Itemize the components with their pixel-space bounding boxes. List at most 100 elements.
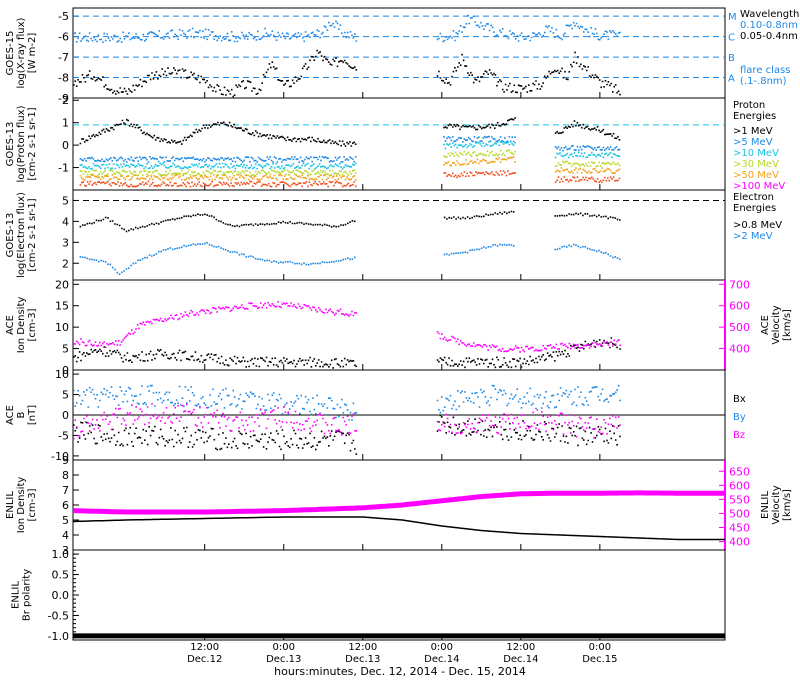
panel-frame <box>72 279 726 371</box>
series-points <box>79 140 621 170</box>
series-ion-density <box>72 516 725 541</box>
y-tick-label: 2 <box>62 257 69 270</box>
y2-axis-label: ENLILVelocity[km/s] <box>760 485 793 524</box>
y-axis-label-line: GOES-13 <box>5 213 16 258</box>
series-points <box>79 135 621 163</box>
y2-tick-label: 600 <box>729 300 750 313</box>
y-axis-label-line: [W m-2] <box>27 33 38 74</box>
y-tick-label: 0 <box>62 139 69 152</box>
series--100-mev <box>79 170 621 188</box>
legend-title: Energies <box>733 111 776 122</box>
y-tick-label: 3 <box>62 544 69 557</box>
y-axis-label-line: [cm-3] <box>27 488 38 521</box>
y-axis-label-line: Ion Density <box>16 477 27 534</box>
y-tick-label: 20 <box>55 278 69 291</box>
y-tick-label: 10 <box>55 368 69 381</box>
y-axis-label: GOES-15log(X-ray flux)[W m-2] <box>5 17 38 88</box>
x-tick-time: 12:00 <box>348 642 377 653</box>
y-axis-label-line: [cm-2 s-1 sr-1] <box>27 198 38 271</box>
y2-tick-label: 600 <box>729 479 750 492</box>
flare-level-label: C <box>728 33 735 44</box>
legend-entry: Bz <box>733 430 745 441</box>
series--1-mev <box>79 117 621 147</box>
legend-title: Proton <box>733 100 765 111</box>
series-points <box>73 403 621 440</box>
legend-entry: >5 MeV <box>733 137 773 148</box>
flare-level-label: A <box>728 74 735 85</box>
x-tick-date: Dec.12 <box>187 654 222 665</box>
series-points <box>79 241 621 275</box>
y-tick-label: -5 <box>58 10 69 23</box>
series--10-mev <box>79 140 621 170</box>
series-points <box>73 414 621 455</box>
y-axis-label-line: Ion Density <box>16 297 27 354</box>
x-tick-date: Dec.15 <box>582 654 617 665</box>
y2-tick-label: 400 <box>729 343 750 356</box>
y2-axis-label-line: ENLIL <box>760 491 771 519</box>
y-axis-label-line: GOES-13 <box>5 122 16 167</box>
y2-axis-label-line: [km/s] <box>782 309 793 341</box>
y-axis-label-line: [cm-2 s-1 sr-1] <box>27 107 38 180</box>
series-points <box>79 117 621 147</box>
y-tick-label: -6 <box>58 31 69 44</box>
y-tick-label: 5 <box>62 194 69 207</box>
y-axis-label-line: ENLIL <box>11 581 22 609</box>
enlil-plasma-panel: 9876543650600550500450400ENLILVelocity[k… <box>5 454 793 557</box>
y-axis-label-line: [nT] <box>27 405 38 425</box>
y2-tick-label: 650 <box>729 465 750 478</box>
y-axis-label: ENLILBr polarity <box>11 569 33 621</box>
y-tick-label: 4 <box>62 529 69 542</box>
y-tick-label: -0.5 <box>48 609 69 622</box>
flare-level-label: M <box>728 12 737 23</box>
series--5-mev <box>79 135 621 163</box>
legend-entry: >100 MeV <box>733 181 785 192</box>
y-tick-label: -8 <box>58 72 69 85</box>
y2-axis-label-line: Velocity <box>771 485 782 524</box>
y-axis-label-line: B <box>16 411 27 418</box>
y-axis-label-line: Br polarity <box>22 569 33 621</box>
y-axis-label-line: log(X-ray flux) <box>16 17 27 88</box>
y2-tick-label: 400 <box>729 536 750 549</box>
legend-note: flare class <box>740 65 790 76</box>
y-tick-label: 5 <box>62 389 69 402</box>
y2-tick-label: 500 <box>729 321 750 334</box>
y-tick-label: 8 <box>62 469 69 482</box>
y-axis-label-line: [cm-3] <box>27 308 38 341</box>
legend-entry: 0.10-0.8nm <box>740 20 798 31</box>
y-tick-label: 0 <box>62 409 69 422</box>
series-points <box>79 170 621 188</box>
panel-frame <box>72 7 726 99</box>
y-tick-label: -10 <box>51 450 69 463</box>
x-tick-time: 0:00 <box>431 642 453 653</box>
x-tick-time: 12:00 <box>190 642 219 653</box>
series-points <box>79 210 621 233</box>
y2-tick-label: 450 <box>729 522 750 535</box>
y-tick-label: 9 <box>62 454 69 467</box>
y2-axis-label-line: ACE <box>760 315 771 335</box>
y-tick-label: 4 <box>62 215 69 228</box>
y2-tick-label: 500 <box>729 507 750 520</box>
series-points <box>73 301 621 353</box>
y-tick-label: 15 <box>55 300 69 313</box>
y-axis-label: ENLILIon Density[cm-3] <box>5 477 38 534</box>
y-tick-label: -1 <box>58 162 69 175</box>
panel-frame <box>72 549 726 641</box>
legend-title: Wavelength <box>740 9 799 20</box>
series-points <box>73 337 621 369</box>
y-tick-label: -9 <box>58 92 69 105</box>
legend-entry: >30 MeV <box>733 159 779 170</box>
series-ion-density <box>73 337 621 369</box>
x-tick-date: Dec.14 <box>424 654 459 665</box>
y-tick-label: 7 <box>62 484 69 497</box>
x-axis: 12:00Dec.120:00Dec.1312:00Dec.130:00Dec.… <box>187 642 617 665</box>
series-velocity <box>73 301 621 353</box>
y2-tick-label: 700 <box>729 278 750 291</box>
x-axis-label: hours:minutes, Dec. 12, 2014 - Dec. 15, … <box>274 665 526 678</box>
x-tick-date: Dec.13 <box>266 654 301 665</box>
goes13-electron-panel: 5 4 3 2 GOES-13log(Electron flux)[cm-2 s-1 s… <box>5 189 782 281</box>
y2-tick-label: 550 <box>729 493 750 506</box>
series-bx <box>73 414 621 455</box>
y-tick-label: -5 <box>58 429 69 442</box>
y-tick-label: 6 <box>62 499 69 512</box>
